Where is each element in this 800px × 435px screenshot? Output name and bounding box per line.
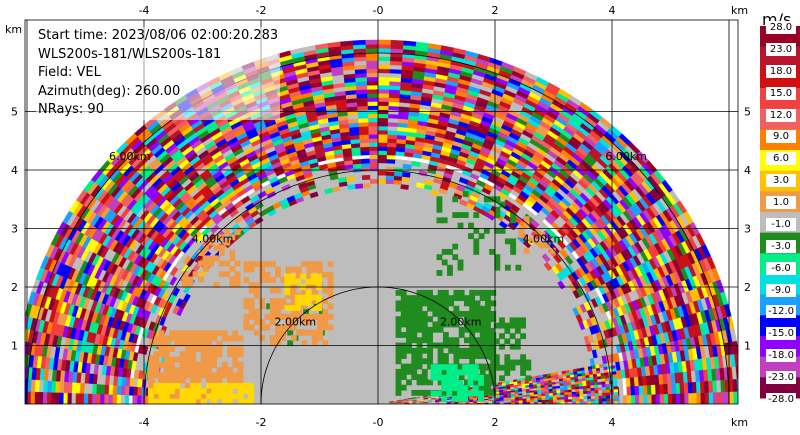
- colorbar-tick-label: -6.0: [766, 261, 796, 275]
- range-rings: 2.00km 2.00km 4.00km 4.00km 6.00km 6.00km: [26, 52, 730, 405]
- azimuth-text: Azimuth(deg): 260.00: [38, 83, 181, 99]
- x-tick-label-top: 4: [609, 4, 616, 17]
- instrument-text: WLS200s-181/WLS200s-181: [38, 46, 222, 62]
- colorbar-tick-label: 18.0: [766, 64, 796, 78]
- range-ring-label: 2.00km: [440, 315, 482, 328]
- y-tick-label-right: 4: [744, 164, 751, 177]
- range-ring-label: 4.00km: [523, 233, 565, 246]
- y-tick-label-left: 2: [11, 281, 18, 294]
- y-tick-label-right: 1: [744, 340, 751, 353]
- colorbar-tick-label: -18.0: [766, 349, 796, 363]
- y-tick-label-left: 5: [11, 106, 18, 119]
- colorbar-tick-label: -15.0: [766, 327, 796, 341]
- colorbar-tick-label: -1.0: [766, 217, 796, 231]
- colorbar-tick-label: 9.0: [766, 130, 796, 144]
- colorbar-tick-label: 3.0: [766, 174, 796, 188]
- y-tick-label-right: 3: [744, 223, 751, 236]
- field-text: Field: VEL: [38, 65, 101, 80]
- colorbar-tick-label: -3.0: [766, 239, 796, 253]
- x-tick-label-top: -2: [256, 4, 267, 17]
- x-tick-label-top: -0: [373, 4, 384, 17]
- y-tick-label-left: 4: [11, 164, 18, 177]
- y-tick-label-right: 2: [744, 281, 751, 294]
- axes: -4 -4 -2 -2 -0 -0 2 2 4 4 1 1 2 2 3 3 4 4 5 5 km km km: [5, 4, 751, 429]
- x-tick-label-bottom: -4: [139, 416, 150, 429]
- y-tick-label-left: 1: [11, 340, 18, 353]
- x-tick-label-bottom: 4: [609, 416, 616, 429]
- colorbar-tick-label: -9.0: [766, 283, 796, 297]
- y-tick-label-right: 5: [744, 106, 751, 119]
- x-tick-label-top: 2: [492, 4, 499, 17]
- colorbar-tick-label: 1.0: [766, 196, 796, 210]
- colorbar-tick-label: 28.0: [766, 21, 796, 34]
- x-tick-label-bottom: 2: [492, 416, 499, 429]
- colorbar-tick-label: 6.0: [766, 152, 796, 166]
- colorbar-tick-label: 12.0: [766, 108, 796, 122]
- range-ring-label: 6.00km: [605, 150, 647, 163]
- range-ring-label: 2.00km: [274, 315, 316, 328]
- range-ring-label: 4.00km: [192, 233, 234, 246]
- km-unit-label: km: [731, 4, 748, 17]
- scan-info-box: Start time: 2023/08/06 02:00:20.283 WLS2…: [36, 27, 281, 120]
- colorbar-tick-label: -28.0: [766, 393, 796, 406]
- start-time-text: Start time: 2023/08/06 02:00:20.283: [38, 28, 279, 43]
- km-unit-label: km: [5, 23, 22, 36]
- colorbar-tick-label: 15.0: [766, 86, 796, 100]
- km-unit-label: km: [731, 416, 748, 429]
- range-ring-label: 6.00km: [109, 150, 151, 163]
- colorbar-tick-label: 23.0: [766, 42, 796, 56]
- colorbar-tick-labels: 28.0 23.0 18.0 15.0 12.0 9.0 6.0 3.0 1.0 -1.0 -3.0…: [764, 21, 798, 406]
- nrays-text: NRays: 90: [38, 102, 104, 117]
- x-tick-label-top: -4: [139, 4, 150, 17]
- y-tick-label-left: 3: [11, 223, 18, 236]
- colorbar-tick-label: -23.0: [766, 371, 796, 385]
- colorbar-tick-label: -12.0: [766, 305, 796, 319]
- velocity-field: [25, 39, 738, 404]
- x-tick-label-bottom: -0: [373, 416, 384, 429]
- x-tick-label-bottom: -2: [256, 416, 267, 429]
